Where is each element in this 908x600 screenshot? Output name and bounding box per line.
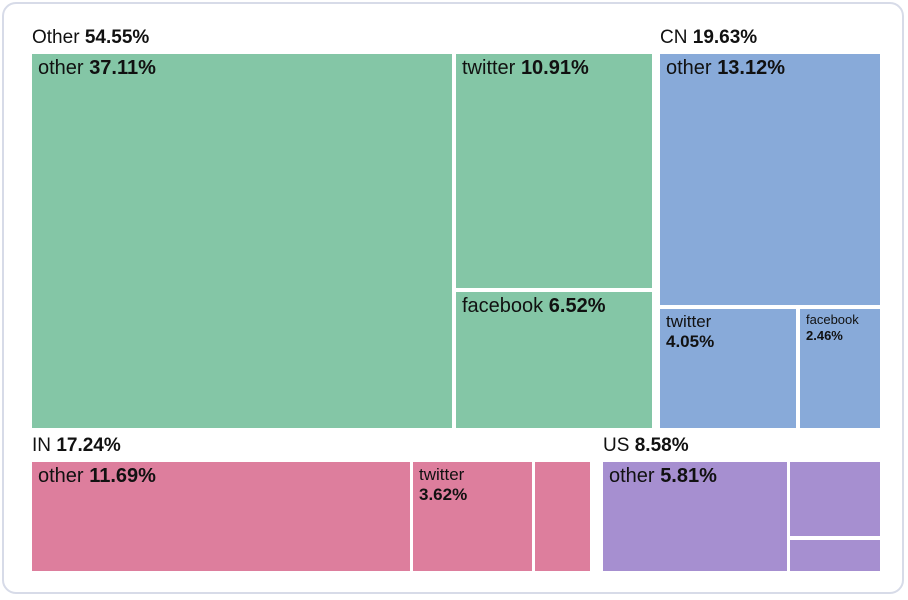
tile-value: 37.11% (89, 57, 156, 79)
tile-other-facebook[interactable]: facebook 6.52% (456, 292, 652, 428)
group-name: Other (32, 27, 80, 48)
tile-label: other (666, 57, 712, 79)
tile-value: 3.62% (419, 485, 468, 505)
tile-value: 6.52% (548, 295, 606, 317)
group-value: 19.63% (692, 27, 758, 48)
group-name: IN (32, 435, 51, 456)
tile-label: twitter (419, 465, 465, 484)
tile-cn-facebook[interactable]: facebook 2.46% (800, 309, 880, 428)
tile-value: 5.81% (660, 465, 717, 487)
group-name: CN (660, 27, 688, 48)
group-value: 8.58% (634, 435, 689, 456)
tile-cn-twitter[interactable]: twitter 4.05% (660, 309, 796, 428)
tile-value: 11.69% (89, 465, 156, 487)
tile-label: twitter (666, 312, 712, 331)
group-label-in: IN 17.24% (32, 436, 121, 455)
tile-label: other (38, 465, 84, 487)
tile-us-other[interactable]: other 5.81% (603, 462, 787, 571)
tile-label: facebook (462, 295, 544, 317)
group-label-us: US 8.58% (603, 436, 689, 455)
tile-value: 4.05% (666, 332, 715, 352)
tile-label: other (38, 57, 84, 79)
tile-label: twitter (462, 57, 516, 79)
group-value: 17.24% (56, 435, 121, 456)
group-name: US (603, 435, 630, 456)
group-value: 54.55% (84, 27, 150, 48)
tile-other-twitter[interactable]: twitter 10.91% (456, 54, 652, 288)
group-label-cn: CN 19.63% (660, 28, 757, 47)
tile-in-other[interactable]: other 11.69% (32, 462, 410, 571)
tile-us-unlabeled-bottom[interactable] (790, 540, 880, 571)
tile-in-unlabeled[interactable] (535, 462, 590, 571)
tile-cn-other[interactable]: other 13.12% (660, 54, 880, 305)
tile-us-unlabeled-top[interactable] (790, 462, 880, 536)
tile-other-other[interactable]: other 37.11% (32, 54, 452, 428)
tile-in-twitter[interactable]: twitter 3.62% (413, 462, 532, 571)
group-label-other: Other 54.55% (32, 28, 149, 47)
tile-value: 13.12% (717, 57, 786, 79)
tile-value: 2.46% (806, 328, 843, 344)
tile-value: 10.91% (520, 57, 589, 79)
tile-label: other (609, 465, 655, 487)
tile-label: facebook (806, 312, 859, 327)
